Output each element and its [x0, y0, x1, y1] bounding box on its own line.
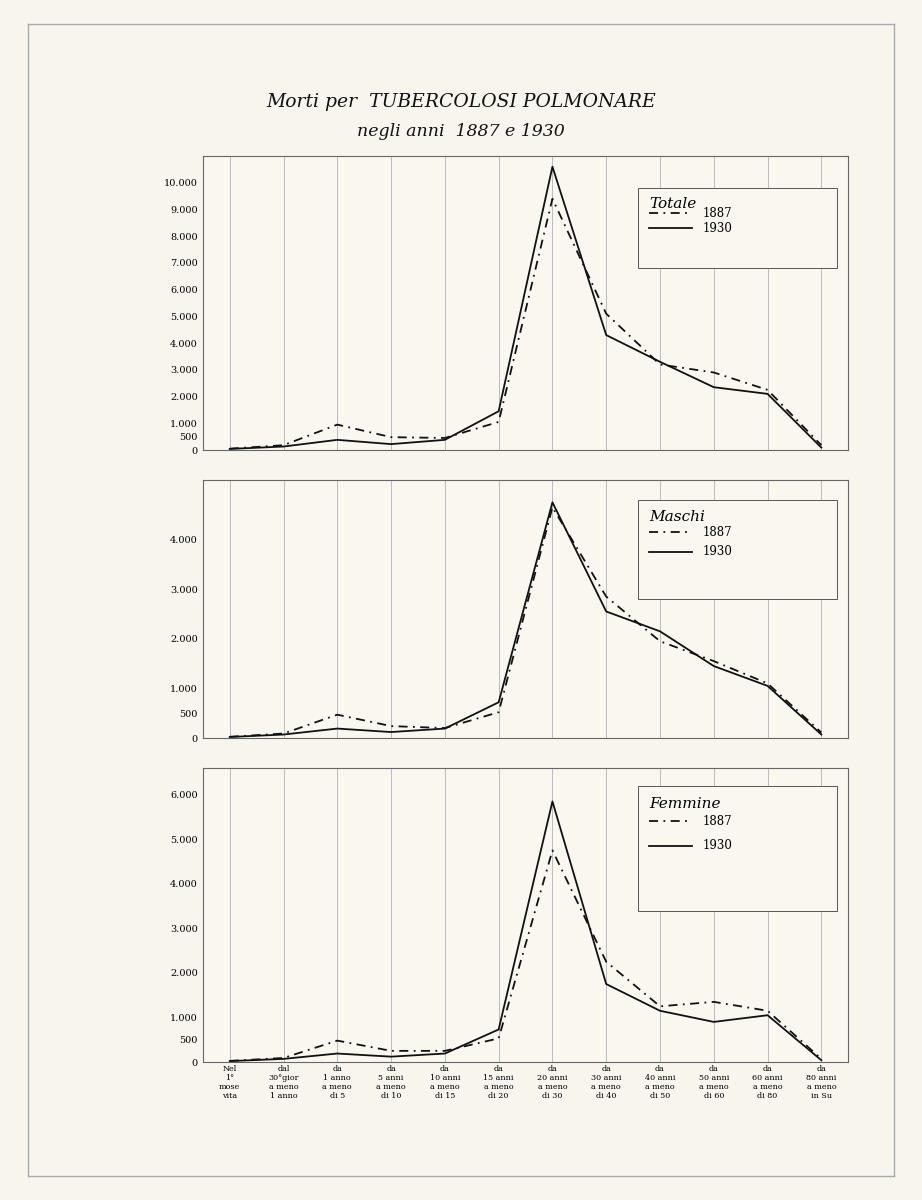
- Text: Femmine: Femmine: [649, 797, 721, 811]
- Text: 1887: 1887: [703, 206, 733, 220]
- Text: Morti per  TUBERCOLOSI POLMONARE: Morti per TUBERCOLOSI POLMONARE: [266, 92, 656, 110]
- Text: 1887: 1887: [703, 526, 733, 539]
- Text: Totale: Totale: [649, 198, 696, 211]
- Text: 1930: 1930: [703, 840, 733, 852]
- Text: Maschi: Maschi: [649, 510, 705, 523]
- FancyBboxPatch shape: [638, 786, 837, 911]
- Text: negli anni  1887 e 1930: negli anni 1887 e 1930: [357, 124, 565, 140]
- Text: 1887: 1887: [703, 815, 733, 828]
- FancyBboxPatch shape: [638, 500, 837, 599]
- FancyBboxPatch shape: [638, 188, 837, 269]
- Text: 1930: 1930: [703, 222, 733, 235]
- Text: 1930: 1930: [703, 546, 733, 558]
